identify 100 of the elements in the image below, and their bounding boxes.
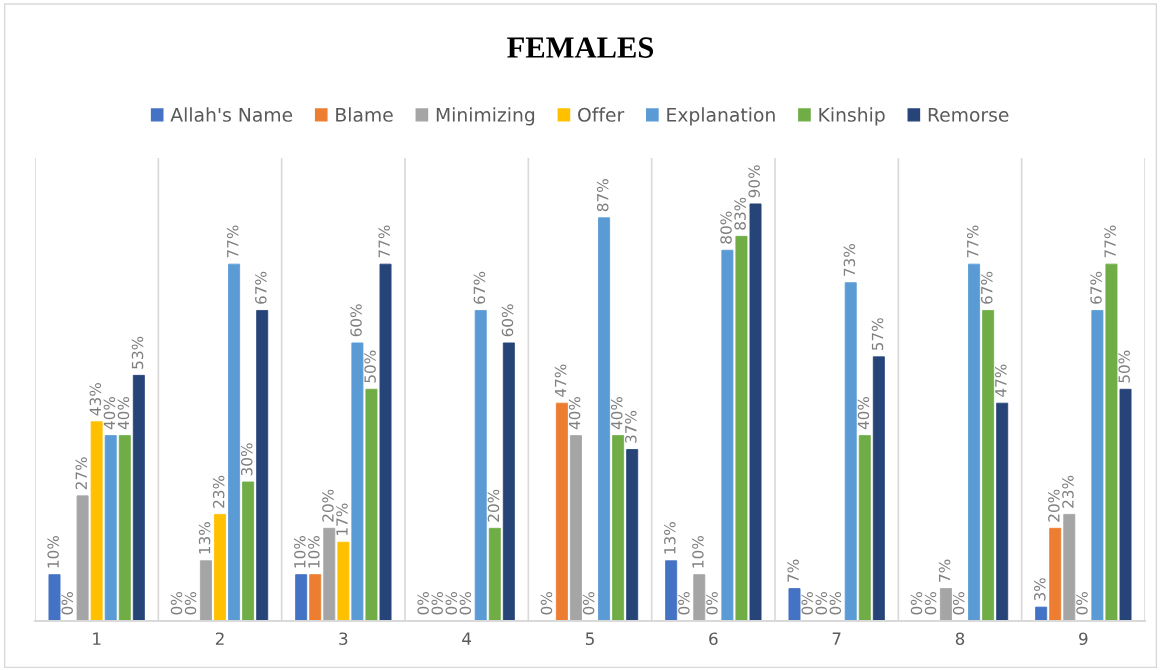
data-label: 20% [322,489,334,522]
x-tick-label: 7 [832,632,841,645]
bar [214,513,226,621]
data-label: 57% [871,318,884,351]
data-label: 0% [815,592,828,615]
bar [104,435,117,621]
x-tick-label: 5 [585,632,594,646]
bar [379,263,392,621]
data-label: 23% [212,475,225,508]
legend-label: Explanation [667,107,775,126]
bar [612,435,625,621]
data-label: 37% [625,410,637,443]
data-label: 7% [787,559,799,582]
data-label: 40% [568,396,581,430]
bar [693,574,706,621]
data-label: 0% [431,592,443,615]
data-label: 0% [829,592,842,615]
data-label: 20% [1048,489,1060,522]
data-label: 50% [1118,350,1130,383]
data-label: 47% [554,364,567,397]
x-tick-label: 4 [462,632,472,645]
data-label: 40% [117,396,130,430]
data-label: 53% [131,336,144,369]
data-label: 67% [255,271,267,304]
legend-label: Offer [578,107,625,122]
data-label: 60% [501,304,514,337]
bar [132,374,145,621]
data-label: 30% [241,443,253,476]
data-label: 43% [89,383,102,416]
x-tick-label: 2 [215,632,224,645]
bar [1091,310,1104,621]
x-tick-label: 8 [955,632,965,646]
bar [858,435,871,621]
data-label: 67% [473,271,486,304]
data-label: 50% [364,350,376,383]
bar [982,310,995,621]
bar [1105,263,1118,621]
bar [199,560,212,621]
bar [1035,606,1048,621]
bar [256,310,269,621]
bar [1063,513,1076,621]
data-label: 77% [966,225,979,258]
data-label: 0% [706,592,718,615]
bar [968,263,981,621]
chart-title: FEMALES [507,37,654,58]
bar [844,282,857,621]
bar [365,388,378,621]
x-tick-label: 9 [1079,632,1088,646]
data-label: 0% [61,592,73,615]
data-label: 13% [664,522,676,554]
data-label: 17% [336,503,348,535]
data-label: 0% [459,592,472,615]
data-label: 27% [75,457,88,490]
data-label: 0% [924,592,937,615]
data-label: 0% [445,592,458,615]
data-label: 13% [198,522,211,554]
legend-label: Blame [336,107,393,122]
bar [1119,388,1132,621]
bar [118,435,131,621]
legend-label: Allah's Name [170,107,293,122]
bar [788,588,801,621]
x-tick-label: 6 [709,632,718,646]
data-label: 67% [1090,271,1102,304]
bar [502,342,515,621]
bar [1049,527,1062,621]
bar [309,574,322,621]
data-label: 7% [938,559,951,582]
bar [295,574,308,621]
data-label: 40% [611,396,623,430]
data-label: 77% [1104,225,1116,258]
data-label: 87% [596,179,609,212]
bar [665,560,678,621]
bar [323,527,336,621]
data-label: 60% [350,304,362,337]
data-label: 77% [378,225,390,258]
data-label: 0% [540,592,553,615]
bar [749,203,762,621]
data-label: 0% [184,592,197,615]
data-label: 0% [582,592,595,615]
bar [735,235,748,621]
x-tick-label: 3 [339,632,348,646]
data-label: 80% [720,211,732,244]
data-label: 47% [995,364,1007,397]
data-label: 0% [801,592,813,615]
legend-label: Remorse [928,107,1009,122]
data-label: 77% [226,225,239,258]
data-label: 0% [1076,592,1088,615]
bar [48,574,61,621]
bar [598,217,611,621]
bar [939,588,952,621]
bar [76,495,89,621]
data-label: 0% [910,592,923,615]
bar [721,249,734,621]
bar [569,435,582,621]
data-label: 3% [1034,578,1046,601]
bar [90,421,103,621]
bar [996,402,1009,621]
data-label: 10% [47,535,59,568]
data-label: 10% [692,535,704,568]
data-label: 0% [952,592,965,615]
